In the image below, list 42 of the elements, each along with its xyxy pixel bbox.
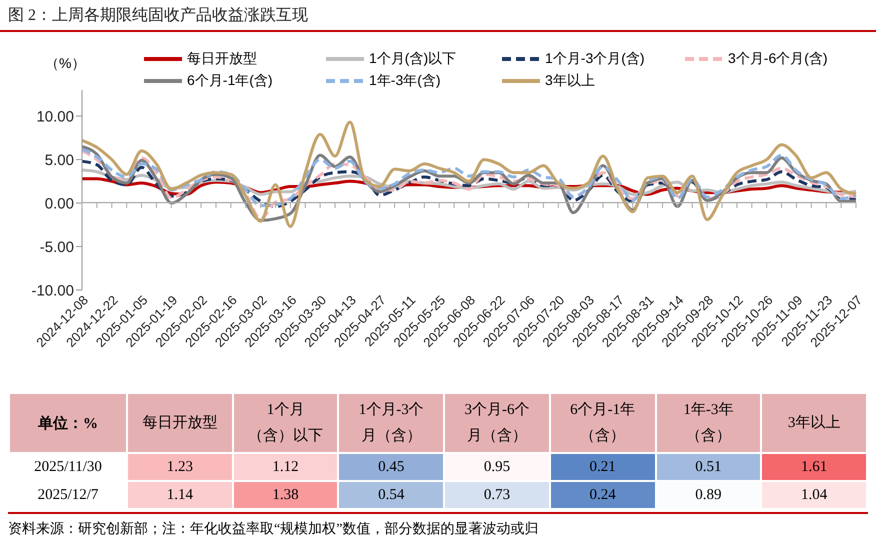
y-axis-title: 单位：% xyxy=(9,393,127,453)
data-label: 0.54 xyxy=(338,481,444,509)
data-label: 0.95 xyxy=(444,453,550,481)
data-label: 1.04 xyxy=(761,481,867,509)
x-tick-label: 3个月-6个月（含） xyxy=(444,393,550,453)
x-tick-label: 1年-3年（含） xyxy=(656,393,762,453)
legend-label: 每日开放型 xyxy=(187,50,257,68)
legend-label: 3个月-6个月(含) xyxy=(728,50,828,68)
text: 资料来源：研究创新部；注：年化收益率取“规模加权”数值，部分数据的显著波动或归 xyxy=(8,520,540,538)
x-tick-label: 6个月-1年（含） xyxy=(550,393,656,453)
legend-label: 6个月-1年(含) xyxy=(187,72,273,90)
x-tick-label: 3年以上 xyxy=(761,393,867,453)
line-series xyxy=(80,160,858,208)
y-tick-label: 0.00 xyxy=(44,195,74,212)
x-tick-label: 1个月-3个月（含） xyxy=(338,393,444,453)
chart-title: 图 2：上周各期限纯固收产品收益涨跌互现 xyxy=(8,6,308,26)
line-series xyxy=(80,148,858,208)
data-label: 0.45 xyxy=(338,453,444,481)
x-tick-label: 每日开放型 xyxy=(127,393,233,453)
legend-label: 1个月(含)以下 xyxy=(369,50,456,68)
legend-label: 1年-3年(含) xyxy=(369,72,441,90)
legend-label: 1个月-3个月(含) xyxy=(545,50,645,68)
data-label: 0.21 xyxy=(550,453,656,481)
y-tick-label: -5.00 xyxy=(40,238,74,256)
line-series xyxy=(80,120,858,228)
legend-label: 3年以上 xyxy=(545,72,595,90)
data-label: 1.38 xyxy=(232,481,338,509)
data-label: 1.12 xyxy=(232,453,338,481)
data-label: 0.73 xyxy=(444,481,550,509)
data-label: 1.23 xyxy=(127,453,233,481)
y-axis-title: （%） xyxy=(45,55,86,73)
y-tick-label: 2025/12/7 xyxy=(9,481,127,509)
data-label: 0.51 xyxy=(656,453,762,481)
y-tick-label: 5.00 xyxy=(44,152,74,169)
x-tick-label: 1个月（含）以下 xyxy=(232,393,338,453)
data-label: 0.89 xyxy=(656,481,762,509)
data-label: 1.14 xyxy=(127,481,233,509)
data-label: 1.61 xyxy=(761,453,867,481)
y-tick-label: -10.00 xyxy=(31,282,74,300)
y-tick-label: 2025/11/30 xyxy=(9,453,127,481)
y-tick-label: 10.00 xyxy=(36,108,74,126)
data-label: 0.24 xyxy=(550,481,656,509)
